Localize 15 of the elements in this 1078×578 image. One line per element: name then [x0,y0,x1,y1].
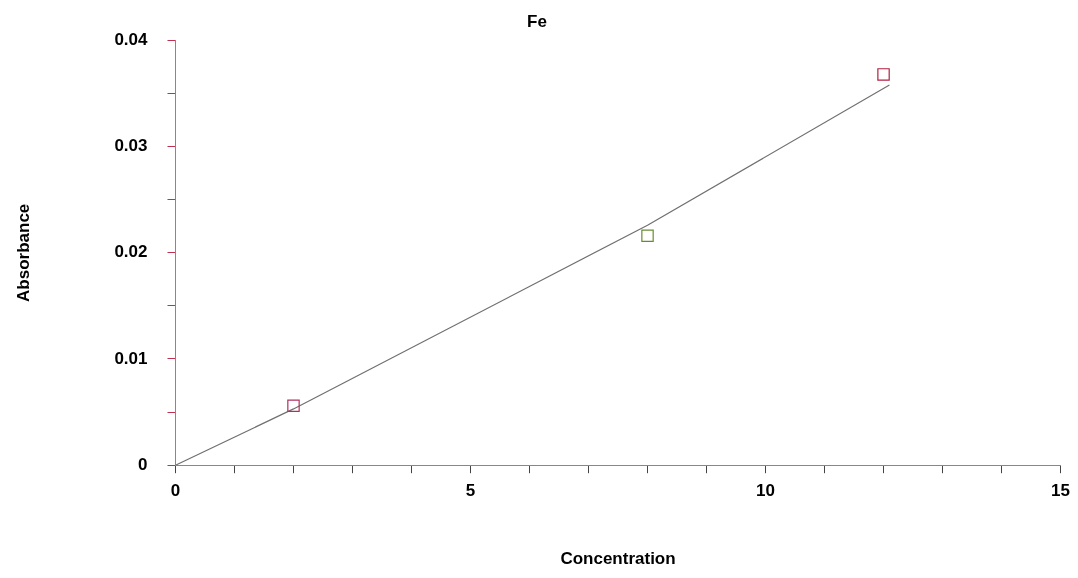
point [877,68,890,81]
x-tick-label: 0 [170,481,181,501]
y-tick-label: 0.03 [114,136,148,156]
y-tick-label: 0.04 [114,30,149,50]
chart-title: Fe [527,11,547,31]
x-tick-label: 10 [756,481,775,501]
y-tick-label: 0.02 [114,242,148,262]
point [641,229,654,243]
y-tick-label: 0 [138,454,148,474]
x-axis-title: Concentration [560,549,676,569]
y-axis-title: Absorbance [13,203,33,302]
y-tick-label: 0.01 [114,348,148,368]
x-tick-label: 5 [465,481,476,501]
x-tick-label: 15 [1051,481,1071,501]
point [287,399,300,412]
